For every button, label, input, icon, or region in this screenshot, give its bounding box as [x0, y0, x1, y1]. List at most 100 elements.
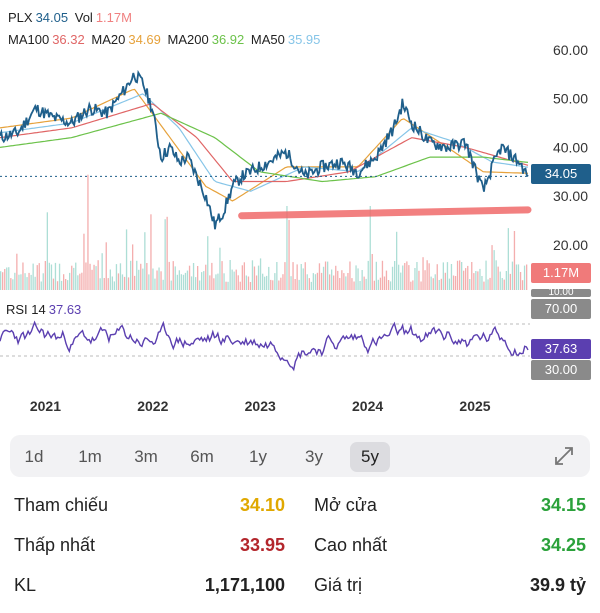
volume-bar	[373, 280, 375, 290]
volume-bar	[168, 261, 170, 290]
volume-bar	[493, 250, 495, 290]
volume-bar	[148, 274, 150, 290]
volume-bar	[424, 270, 426, 290]
tab-3m[interactable]: 3m	[134, 447, 158, 466]
volume-bar	[343, 273, 345, 290]
volume-bar	[32, 263, 34, 290]
volume-bar	[481, 276, 483, 290]
y-tick-label: 20.00	[553, 237, 588, 253]
ref-value: 34.10	[239, 495, 285, 515]
volume-bar	[515, 264, 518, 290]
volume-bar	[442, 262, 444, 290]
volume-bar	[89, 263, 91, 290]
volume-bar	[463, 270, 465, 290]
x-tick-label: 2022	[137, 398, 168, 414]
volume-bar	[38, 263, 40, 290]
expand-icon[interactable]	[552, 444, 576, 468]
tab-1m[interactable]: 1m	[78, 447, 102, 466]
volume-bar	[446, 262, 449, 290]
volume-bar	[190, 276, 193, 290]
ma20-value: 34.69	[128, 32, 161, 47]
volume-bar	[87, 174, 89, 290]
volume-bar	[430, 276, 432, 290]
volume-bar	[365, 278, 367, 290]
volume-bar	[320, 272, 323, 290]
rsi-value: 37.63	[48, 302, 82, 317]
volume-bar	[144, 232, 146, 290]
volume-bar	[404, 263, 406, 290]
tab-3y[interactable]: 3y	[305, 447, 323, 466]
tab-5y[interactable]: 5y	[350, 442, 390, 472]
volume-bar	[329, 274, 331, 290]
volume-bar	[201, 272, 203, 290]
volume-bar	[24, 273, 26, 290]
volume-bar	[121, 274, 124, 290]
volume-bar	[69, 272, 71, 290]
x-tick-label: 2025	[459, 398, 490, 414]
volume-bar	[318, 263, 321, 290]
volume-bar	[509, 273, 511, 290]
volume-bar	[487, 279, 489, 290]
volume-bar	[385, 270, 388, 290]
volume-bar	[526, 264, 528, 290]
volume-bar	[369, 206, 371, 290]
vol-value: 1.17M	[95, 10, 132, 25]
volume-bar	[292, 262, 294, 290]
volume-bar	[83, 233, 85, 290]
x-tick-label: 2023	[245, 398, 276, 414]
volume-bar	[105, 242, 107, 290]
volume-bar	[203, 271, 205, 290]
tab-6m[interactable]: 6m	[190, 447, 214, 466]
volume-bar	[475, 271, 477, 290]
volume-bar	[310, 281, 312, 290]
rsi-line	[0, 320, 529, 372]
stock-chart[interactable]: 60.00 50.00 40.00 30.00 20.00 2021 2022 2023 202…	[0, 0, 600, 425]
x-tick-label: 2021	[30, 398, 61, 414]
volume-bar	[337, 270, 339, 290]
volume-bar	[154, 278, 156, 290]
volume-bar	[28, 272, 30, 290]
volume-bar	[221, 261, 223, 290]
volume-bar	[416, 262, 418, 290]
tab-1y[interactable]: 1y	[249, 447, 267, 466]
volume-bar	[347, 273, 349, 290]
volume-bar	[259, 258, 262, 290]
volume-bar	[351, 278, 353, 290]
volume-bar	[241, 265, 243, 290]
volume-bar	[444, 272, 446, 290]
volume-bar	[485, 260, 487, 290]
volume-bar	[107, 278, 109, 290]
volume-bar	[197, 266, 199, 290]
volume-bar	[205, 264, 207, 290]
volume-bar	[71, 265, 73, 290]
volume-bar	[186, 270, 189, 290]
volume-bar	[454, 276, 457, 290]
volume-bar	[231, 269, 233, 290]
price-value: 34.05	[35, 10, 69, 25]
volume-bar	[286, 206, 288, 290]
chart-canvas[interactable]: 60.00 50.00 40.00 30.00 20.00 2021 2022 2023 202…	[0, 0, 600, 425]
volume-bar	[316, 272, 319, 290]
volume-bar	[489, 277, 491, 290]
volume-bar	[410, 281, 412, 290]
volume-bar	[428, 263, 430, 290]
volume-bar	[367, 260, 369, 290]
tab-1d[interactable]: 1d	[24, 447, 44, 466]
volume-bar	[465, 268, 467, 290]
rsi-label: RSI 14	[6, 302, 46, 317]
volume-bar	[288, 219, 290, 290]
volume-bar	[42, 273, 44, 290]
volume-bar	[308, 278, 310, 290]
volume-bar	[54, 262, 57, 290]
volume-bar	[115, 264, 118, 290]
volume-bar	[85, 262, 87, 290]
volume-bar	[227, 281, 229, 290]
volume-bar	[335, 265, 337, 290]
ma-line-ma20	[0, 88, 529, 202]
volume-bar	[314, 274, 317, 290]
volume-bar	[77, 275, 79, 290]
volume-bar	[170, 280, 172, 290]
volume-bar	[327, 261, 329, 290]
volume-bar	[132, 244, 134, 290]
volume-bar	[237, 275, 239, 290]
